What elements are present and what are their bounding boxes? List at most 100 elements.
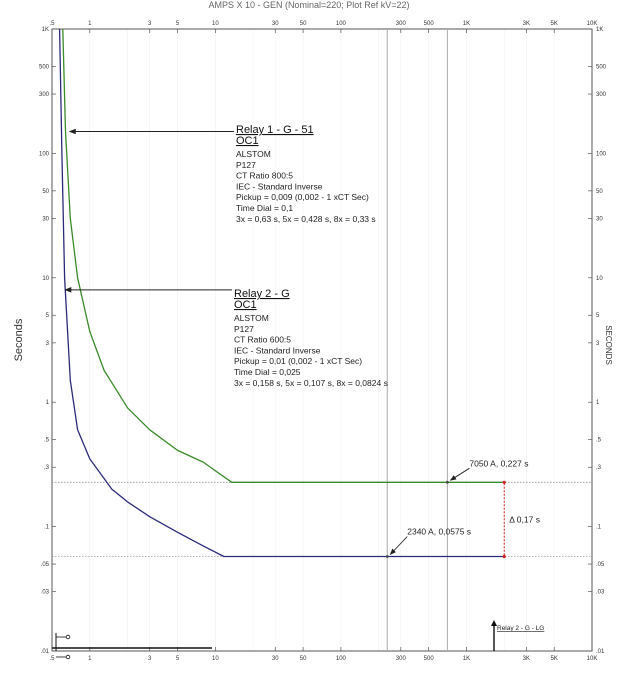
point-label: 7050 A, 0,227 s xyxy=(469,458,528,468)
y-tick-label-left: 30 xyxy=(42,216,49,222)
annotation-line: Pickup = 0,01 (0,002 - 1 xCT Sec) xyxy=(234,356,362,366)
x-tick-label-top: 30 xyxy=(272,21,279,27)
annotation-line: 3x = 0,63 s, 5x = 0,428 s, 8x = 0,33 s xyxy=(236,214,376,224)
x-tick-label-bottom: 300 xyxy=(396,656,407,662)
y-tick-label-right: 300 xyxy=(596,92,607,98)
y-axis-label: Seconds xyxy=(13,318,25,361)
margin-marker-bottom xyxy=(502,554,506,559)
y-tick-label-left: .03 xyxy=(41,590,50,596)
y-tick-label-left: 10 xyxy=(42,276,49,282)
annotation-title: Relay 2 - G xyxy=(234,288,290,300)
axis-ticks: .5 .5 1 1 3 3 5 5 10 10 30 30 50 50 100 100 300 300 500 500… xyxy=(39,21,607,662)
series-line-1 xyxy=(62,28,505,483)
relay-marker-arrow xyxy=(491,620,497,626)
annotation-title: OC1 xyxy=(234,299,257,311)
point-label-arrow xyxy=(449,467,470,481)
legend-symbol xyxy=(65,634,71,640)
y-tick-label-right: .01 xyxy=(596,649,605,655)
x-tick-label-bottom: 100 xyxy=(336,656,347,662)
x-tick-label-top: 3 xyxy=(148,21,152,27)
x-tick-label-top: 3K xyxy=(523,21,530,27)
y-tick-label-right: .5 xyxy=(596,438,602,444)
x-tick-label-bottom: 50 xyxy=(300,656,307,662)
x-tick-label-bottom: 30 xyxy=(272,656,279,662)
y-tick-label-left: .01 xyxy=(41,649,50,655)
plot-frame xyxy=(51,28,593,652)
series-curves xyxy=(58,28,505,558)
x-tick-label-top: 5 xyxy=(176,21,180,27)
y2-axis-label: SECONDS xyxy=(604,325,613,365)
point-label: 2340 A, 0,0575 s xyxy=(407,526,471,536)
annotation-title: Relay 1 - G - 51 xyxy=(236,124,314,136)
y-tick-label-right: 10 xyxy=(596,276,603,282)
annotation-line: ALSTOM xyxy=(236,149,271,159)
y-tick-label-left: .1 xyxy=(44,525,50,531)
x-tick-label-bottom: 5 xyxy=(176,656,180,662)
annotation-line: ALSTOM xyxy=(234,313,269,323)
x-tick-label-top: 10K xyxy=(587,21,598,27)
x-tick-label-bottom: 10K xyxy=(587,656,598,662)
annotation-line: CT Ratio 800:5 xyxy=(236,171,293,181)
x-tick-label-bottom: 3K xyxy=(523,656,530,662)
x-tick-label-bottom: 3 xyxy=(148,656,152,662)
corner-elements: Relay 2 - G - LG xyxy=(52,620,544,660)
y-tick-label-right: 5 xyxy=(596,313,600,319)
annotation-title: OC1 xyxy=(236,135,259,147)
annotation-line: Pickup = 0,009 (0,002 - 1 xCT Sec) xyxy=(236,192,369,202)
x-tick-label-bottom: 1 xyxy=(88,656,92,662)
point-label-arrow xyxy=(389,536,408,555)
y-tick-label-right: 30 xyxy=(596,216,603,222)
x-tick-label-top: 1K xyxy=(463,21,470,27)
x-tick-label-top: 10 xyxy=(212,21,219,27)
y-tick-label-right: .3 xyxy=(596,465,602,471)
y-tick-label-right: 3 xyxy=(596,341,600,347)
y-tick-label-right: 1K xyxy=(596,27,603,33)
x-tick-label-bottom: 5K xyxy=(551,656,558,662)
data-point-marker xyxy=(385,555,389,558)
annotation-line: Time Dial = 0,1 xyxy=(236,203,293,213)
x-tick-label-bottom: 10 xyxy=(212,656,219,662)
y-tick-label-left: 100 xyxy=(39,151,50,157)
y-tick-label-right: 50 xyxy=(596,189,603,195)
y-tick-label-left: .05 xyxy=(41,562,50,568)
chart-title: AMPS X 10 - GEN (Nominal=220; Plot Ref k… xyxy=(208,0,409,10)
corner-label: Relay 2 - G - LG xyxy=(497,625,544,632)
annotation-line: IEC - Standard Inverse xyxy=(236,181,323,191)
y-tick-label-left: 5 xyxy=(46,313,50,319)
x-tick-label-bottom: 1K xyxy=(463,656,470,662)
annotation-line: Time Dial = 0,025 xyxy=(234,367,301,377)
y-tick-label-right: 1 xyxy=(596,400,600,406)
y-tick-label-left: 1 xyxy=(46,400,50,406)
y-tick-label-left: .3 xyxy=(44,465,50,471)
x-tick-label-top: 300 xyxy=(396,21,407,27)
margin-label: Δ 0,17 s xyxy=(509,514,540,524)
reference-lines xyxy=(52,29,592,651)
x-tick-label-bottom: .5 xyxy=(49,656,55,662)
y-tick-label-left: 500 xyxy=(39,64,50,70)
y-tick-label-right: 100 xyxy=(596,151,607,157)
y-tick-label-left: .5 xyxy=(44,438,50,444)
data-point-marker xyxy=(445,480,449,484)
x-tick-label-top: 500 xyxy=(424,21,435,27)
annotation-line: IEC - Standard Inverse xyxy=(234,345,321,355)
annotation-line: P127 xyxy=(234,324,254,334)
y-tick-label-left: 3 xyxy=(46,341,50,347)
x-tick-label-top: 50 xyxy=(300,21,307,27)
x-tick-label-top: 1 xyxy=(88,21,92,27)
margin-marker-top xyxy=(502,480,506,484)
legend-symbol xyxy=(65,654,71,660)
y-tick-label-left: 1K xyxy=(42,27,49,33)
series-line-2 xyxy=(58,28,505,558)
annotation-line: P127 xyxy=(236,160,256,170)
grid xyxy=(89,29,555,651)
x-tick-label-top: 100 xyxy=(336,21,347,27)
y-tick-label-right: .03 xyxy=(596,590,605,596)
y-tick-label-right: .1 xyxy=(596,525,602,531)
x-tick-label-bottom: 500 xyxy=(424,656,435,662)
annotation-line: 3x = 0,158 s, 5x = 0,107 s, 8x = 0,0824 … xyxy=(234,378,388,388)
y-tick-label-right: 500 xyxy=(596,64,607,70)
y-tick-label-left: 300 xyxy=(39,92,50,98)
y-tick-label-left: 50 xyxy=(42,189,49,195)
